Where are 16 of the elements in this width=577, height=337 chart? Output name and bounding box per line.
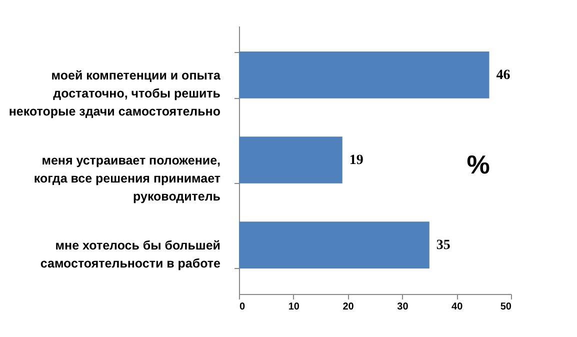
data-label: 19 <box>349 153 364 168</box>
x-tick-label: 30 <box>397 302 409 312</box>
x-tick-label: 40 <box>452 302 464 312</box>
data-label: 46 <box>496 68 510 83</box>
y-tick-label: мне хотелось бы большей самостоятельности в работе <box>40 238 221 271</box>
x-tick-label: 10 <box>288 302 300 312</box>
bar <box>239 136 342 184</box>
data-label: 35 <box>436 238 450 254</box>
x-tick-label: 20 <box>342 302 354 312</box>
bar <box>239 222 430 268</box>
x-tick-label: 50 <box>500 302 512 312</box>
annotation: % <box>466 149 490 180</box>
y-tick-label: моей компетенции и опыта достаточно, чтобы решить некоторые здачи самостоятельно <box>8 68 222 118</box>
y-tick-label: меня устраивает положение, когда все решения принимает руководитель <box>34 154 221 204</box>
bar <box>239 52 490 98</box>
x-tick-label: 0 <box>240 302 246 312</box>
